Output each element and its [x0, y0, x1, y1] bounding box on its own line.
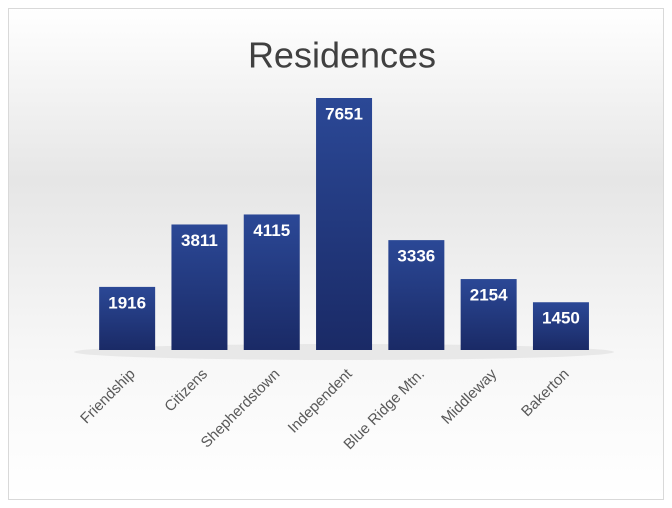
bar	[388, 240, 445, 350]
data-label: 7651	[325, 104, 363, 123]
data-label: 1916	[108, 293, 146, 312]
chart-title: Residences	[248, 35, 436, 76]
bar	[532, 302, 589, 350]
bar	[99, 286, 156, 350]
bar	[316, 98, 373, 350]
data-label: 1450	[542, 309, 580, 328]
data-label: 3336	[397, 247, 435, 266]
bar	[243, 214, 300, 350]
data-label: 3811	[181, 231, 218, 250]
data-label: 4115	[253, 221, 290, 240]
bar	[460, 279, 517, 350]
bar	[171, 224, 228, 350]
data-label: 2154	[470, 286, 508, 305]
